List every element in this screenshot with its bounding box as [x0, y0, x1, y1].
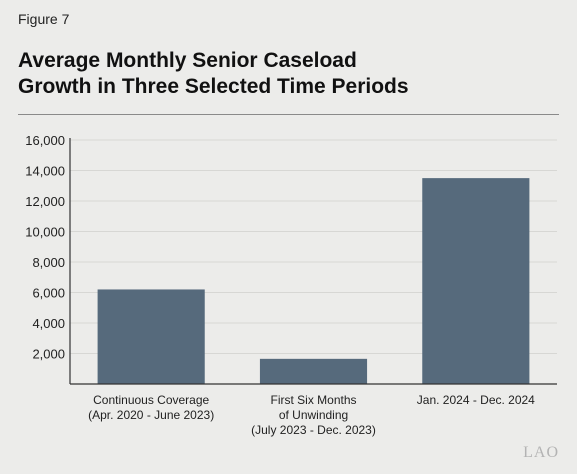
- y-tick-label: 2,000: [32, 347, 65, 362]
- x-category-label: First Six Months: [270, 393, 356, 407]
- lao-logo: LAO: [523, 444, 559, 461]
- chart-title: Average Monthly Senior Caseload Growth i…: [18, 48, 558, 100]
- y-tick-label: 6,000: [32, 286, 65, 301]
- bar: [259, 358, 368, 384]
- x-category-label: (Apr. 2020 - June 2023): [88, 408, 214, 422]
- x-category-label: Jan. 2024 - Dec. 2024: [417, 393, 535, 407]
- figure-label: Figure 7: [18, 11, 70, 27]
- title-divider: [18, 114, 559, 115]
- chart-title-line-2: Growth in Three Selected Time Periods: [18, 75, 409, 98]
- y-tick-label: 16,000: [25, 133, 65, 148]
- y-tick-label: 14,000: [25, 164, 65, 179]
- x-category-label: Continuous Coverage: [93, 393, 209, 407]
- y-tick-label: 8,000: [32, 255, 65, 270]
- x-category-label: (July 2023 - Dec. 2023): [251, 423, 376, 437]
- y-tick-label: 10,000: [25, 225, 65, 240]
- y-tick-label: 4,000: [32, 316, 65, 331]
- bar: [422, 178, 530, 384]
- y-tick-label: 12,000: [25, 194, 65, 209]
- chart-title-line-1: Average Monthly Senior Caseload: [18, 49, 357, 72]
- x-category-label: of Unwinding: [279, 408, 348, 422]
- bar: [97, 289, 205, 384]
